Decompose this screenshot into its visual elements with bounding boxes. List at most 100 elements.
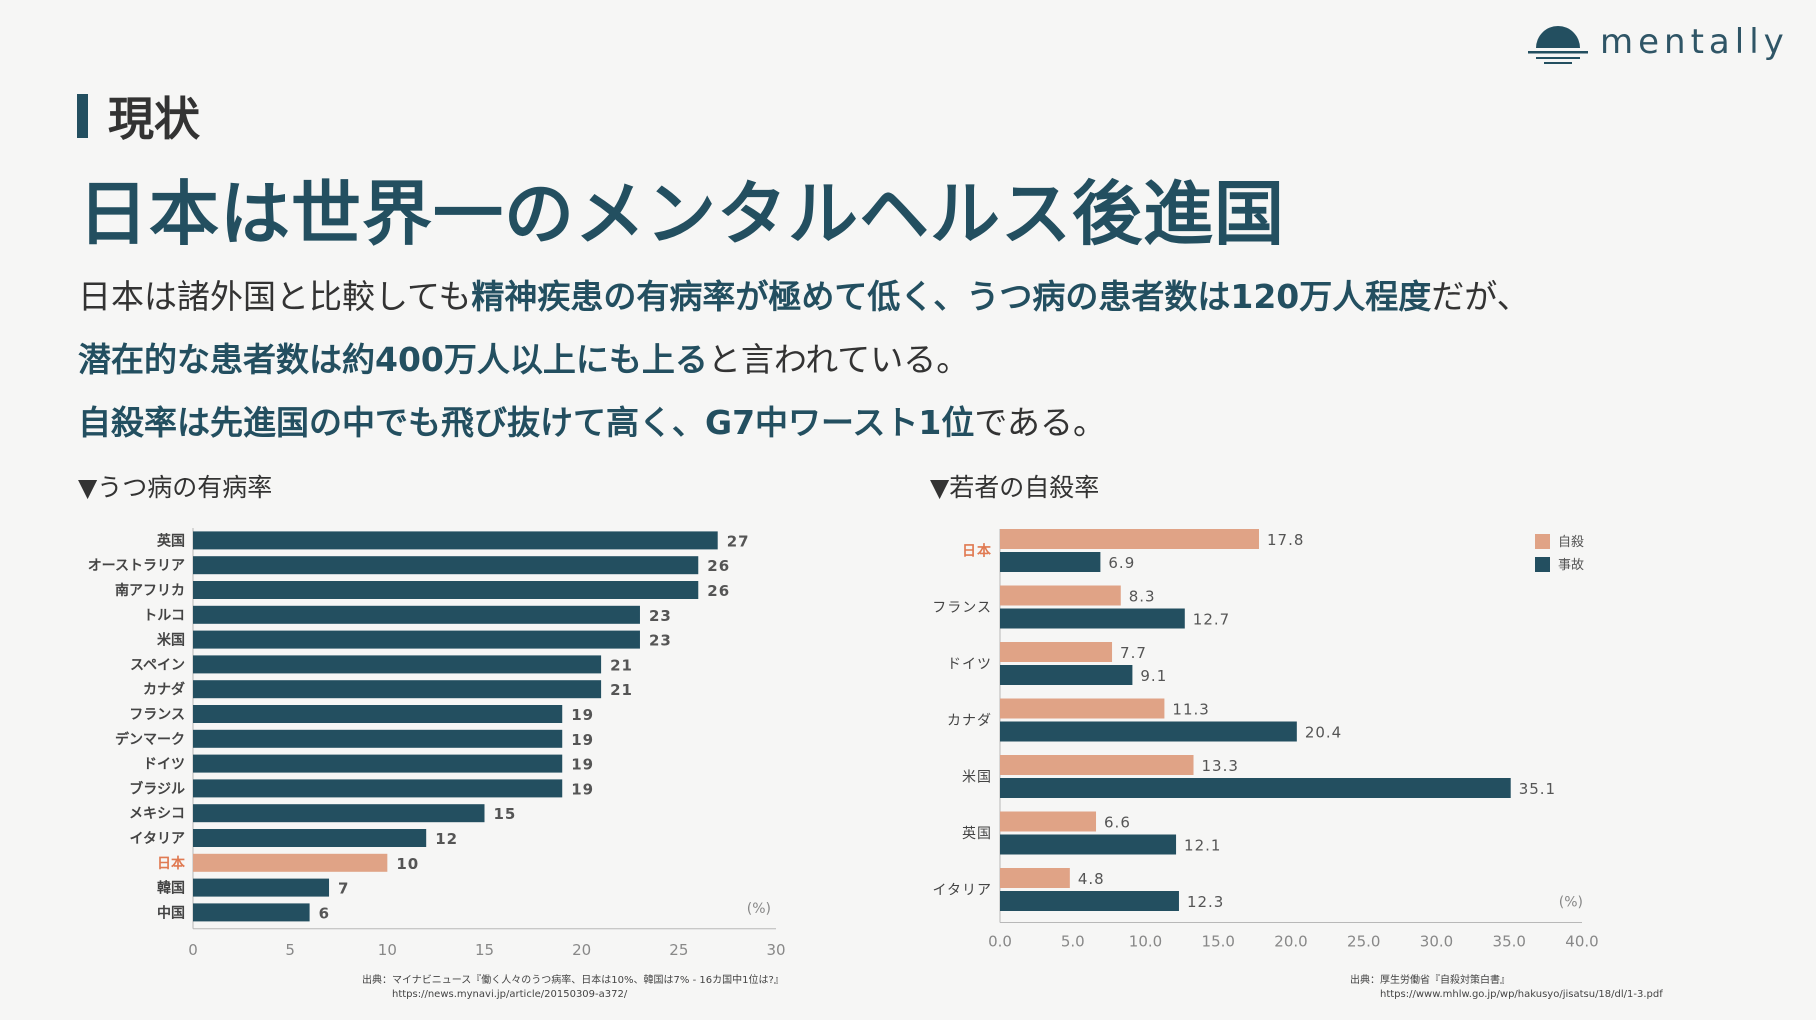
bar-9 (193, 754, 563, 773)
x-tick-label: 20.0 (1274, 933, 1307, 951)
depression-chart-source: 出典：マイナビニュース『働く人々のうつ病率、日本は10%、韓国は7% - 16カ… (362, 974, 784, 1002)
bar-6 (193, 680, 602, 699)
bar-14 (193, 878, 330, 897)
unit-label: (%) (1559, 895, 1583, 911)
bar-13 (193, 853, 388, 872)
data-label: 23 (649, 607, 672, 625)
bar-10 (193, 779, 563, 798)
category-label: ドイツ (947, 657, 992, 673)
category-label: オーストラリア (88, 558, 185, 574)
bar-12 (193, 829, 427, 847)
data-label: 19 (571, 780, 594, 798)
x-tick-label: 15 (475, 941, 494, 959)
category-label: 韓国 (157, 880, 185, 897)
category-label: 米国 (962, 770, 992, 786)
bar-1 (193, 556, 699, 575)
brand-name: mentally (1600, 22, 1789, 62)
data-label: 8.3 (1129, 588, 1156, 606)
bar-8 (193, 729, 563, 748)
source-url[interactable]: https://news.mynavi.jp/article/20150309-… (392, 989, 628, 1000)
bar-4 (193, 630, 640, 649)
data-label: 6.6 (1104, 814, 1131, 832)
data-label: 21 (610, 681, 633, 699)
bar-15 (193, 903, 310, 922)
data-label: 21 (610, 656, 633, 674)
depression-chart-title: ▼うつ病の有病率 (78, 473, 273, 502)
x-tick-label: 5.0 (1061, 933, 1085, 951)
body-text: だが、 (1431, 277, 1530, 316)
data-label: 19 (571, 731, 594, 749)
data-label: 12.3 (1187, 893, 1224, 911)
data-label: 12.7 (1193, 611, 1230, 629)
x-tick-label: 40.0 (1565, 933, 1598, 951)
data-label: 19 (571, 706, 594, 724)
unit-label: (%) (747, 901, 771, 917)
data-label: 35.1 (1519, 780, 1556, 798)
data-label: 6.9 (1108, 554, 1135, 572)
category-label: カナダ (143, 681, 185, 698)
data-label: 12.1 (1184, 837, 1221, 855)
suicide-chart-title: ▼若者の自殺率 (930, 473, 1100, 502)
bar-自殺-3 (1000, 698, 1165, 719)
bar-7 (193, 705, 563, 723)
legend-label: 自殺 (1558, 535, 1584, 550)
bar-事故-5 (1000, 834, 1177, 855)
x-tick-label: 30.0 (1420, 933, 1453, 951)
category-label: フランス (129, 707, 185, 723)
category-label: ブラジル (129, 780, 185, 797)
x-tick-label: 15.0 (1202, 933, 1235, 951)
body-text: と言われている。 (707, 340, 970, 379)
category-label: トルコ (143, 608, 185, 624)
sunset-logo-icon (1528, 26, 1588, 64)
suicide-chart-source: 出典：厚生労働省『自殺対策白書』 https://www.mhlw.go.jp/… (1350, 974, 1663, 1002)
data-label: 17.8 (1267, 531, 1304, 549)
source-url[interactable]: https://www.mhlw.go.jp/wp/hakusyo/jisats… (1380, 989, 1663, 1000)
data-label: 11.3 (1172, 701, 1209, 719)
bar-事故-1 (1000, 608, 1185, 629)
body-emphasis: 潜在的な患者数は約400万人以上にも上る (78, 340, 708, 379)
category-label: 日本 (157, 855, 186, 872)
body-emphasis: 自殺率は先進国の中でも飛び抜けて高く、G7中ワースト1位 (78, 403, 975, 442)
data-label: 20.4 (1305, 724, 1342, 742)
x-tick-label: 25.0 (1347, 933, 1380, 951)
bar-事故-4 (1000, 778, 1511, 798)
bar-3 (193, 605, 640, 624)
x-tick-label: 20 (572, 941, 591, 959)
category-label: フランス (932, 600, 992, 616)
data-label: 7 (338, 880, 349, 898)
category-label: カナダ (947, 713, 992, 729)
legend-label: 事故 (1558, 558, 1584, 573)
bar-11 (193, 804, 485, 823)
legend-swatch-事故 (1535, 557, 1550, 572)
category-label: ドイツ (143, 757, 185, 773)
data-label: 26 (707, 582, 730, 600)
bar-事故-0 (1000, 552, 1101, 572)
source-citation: 出典：マイナビニュース『働く人々のうつ病率、日本は10%、韓国は7% - 16カ… (362, 975, 784, 986)
x-tick-label: 25 (669, 941, 688, 959)
category-label: スペイン (130, 657, 185, 673)
category-label: メキシコ (129, 806, 185, 822)
bar-5 (193, 655, 602, 674)
category-label: 英国 (962, 825, 992, 842)
section-accent-bar (77, 94, 88, 138)
bar-自殺-0 (1000, 529, 1259, 549)
data-label: 26 (707, 557, 730, 575)
data-label: 23 (649, 632, 672, 650)
source-citation: 出典：厚生労働省『自殺対策白書』 (1350, 975, 1510, 986)
bar-事故-6 (1000, 891, 1179, 911)
category-label: デンマーク (115, 731, 185, 748)
body-line-1: 日本は諸外国と比較しても精神疾患の有病率が極めて低く、うつ病の患者数は120万人… (78, 270, 1530, 318)
bar-自殺-4 (1000, 755, 1194, 775)
data-label: 10 (396, 855, 419, 873)
category-label: イタリア (130, 831, 185, 847)
headline: 日本は世界一のメンタルヘルス後進国 (78, 173, 1285, 255)
data-label: 19 (571, 756, 594, 774)
bar-自殺-6 (1000, 868, 1070, 888)
body-text: である。 (974, 403, 1107, 442)
body-emphasis: 精神疾患の有病率が極めて低く、うつ病の患者数は120万人程度 (471, 277, 1432, 316)
category-label: イタリア (933, 883, 992, 899)
body-line-3: 自殺率は先進国の中でも飛び抜けて高く、G7中ワースト1位である。 (78, 396, 1106, 444)
brand-logo: mentally (1528, 18, 1798, 70)
category-label: 日本 (962, 543, 992, 560)
